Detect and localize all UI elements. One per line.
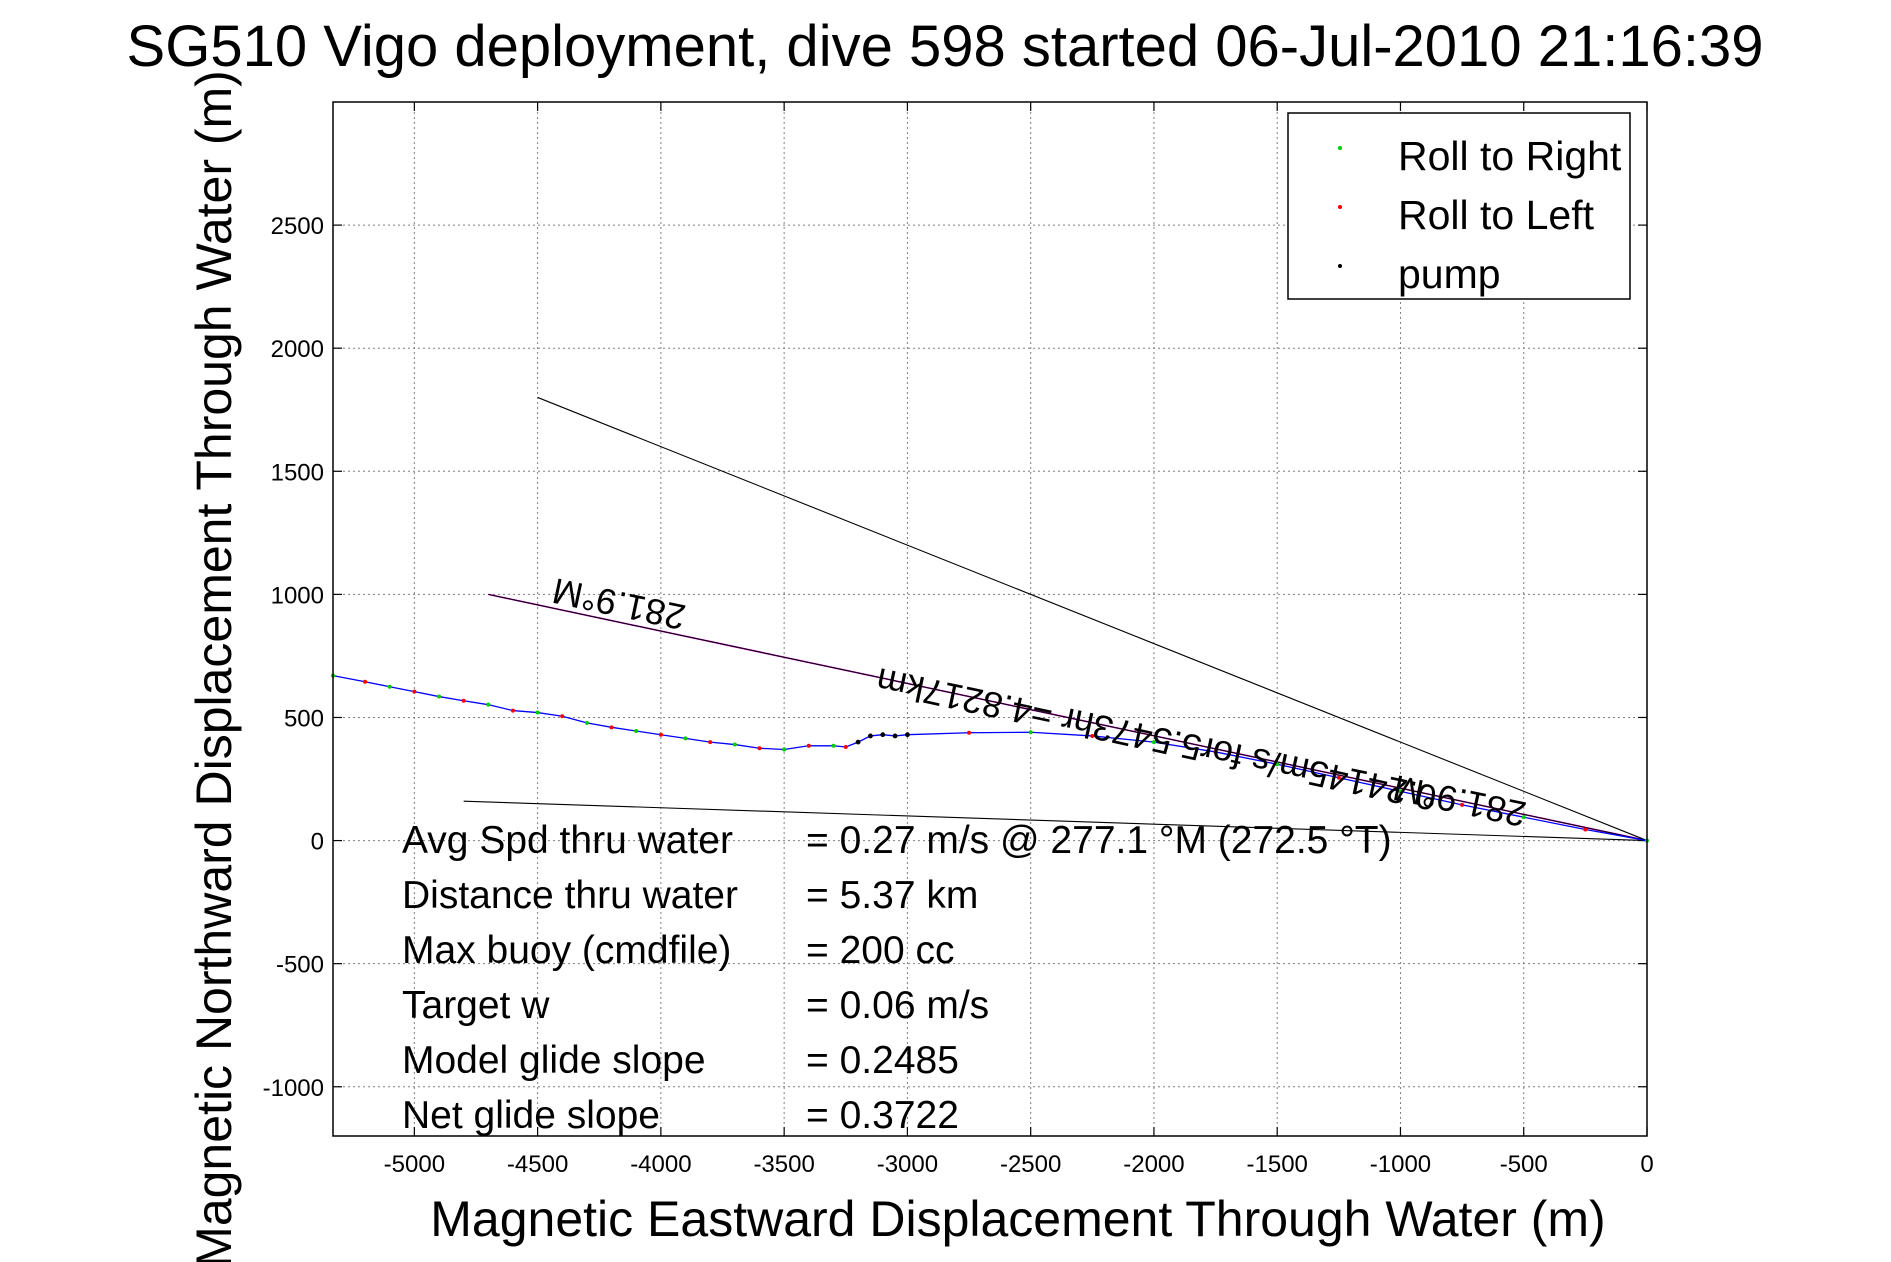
- stat-label: Avg Spd thru water: [402, 819, 733, 862]
- roll-right-point: [1521, 815, 1526, 820]
- roll-right-point: [437, 694, 442, 699]
- roll-left-point: [967, 730, 972, 735]
- roll-left-point: [609, 725, 614, 730]
- pump-point: [868, 733, 873, 739]
- y-axis-label: Magnetic Northward Displacement Through …: [186, 70, 242, 1262]
- roll-right-point: [584, 720, 589, 725]
- roll-right-point: [535, 710, 540, 715]
- roll-left-point: [806, 743, 811, 748]
- legend-label-roll-left: Roll to Left: [1398, 192, 1595, 238]
- x-tick-label: -1500: [1247, 1151, 1308, 1178]
- legend-item-roll-left: Roll to Left: [1338, 192, 1595, 238]
- roll-right-point: [634, 729, 639, 734]
- pump-point: [880, 732, 886, 738]
- pump-point: [905, 732, 910, 738]
- roll-left-point: [1583, 827, 1588, 832]
- legend-box: [1287, 112, 1631, 300]
- plot-frame: [332, 101, 1648, 1137]
- legend: Roll to Right Roll to Left pump: [1287, 112, 1631, 300]
- roll-right-point: [683, 736, 688, 741]
- roll-right-point: [387, 684, 392, 689]
- pump-point: [892, 733, 898, 739]
- roll-left-point: [708, 740, 713, 745]
- x-tick-label: -5000: [384, 1151, 445, 1178]
- roll-left-point: [757, 746, 762, 751]
- y-tick-label: 2000: [271, 336, 324, 363]
- stat-value: = 200 cc: [806, 929, 955, 972]
- x-tick-label: -2000: [1123, 1151, 1184, 1178]
- reference-line: [488, 593, 1648, 842]
- stat-label: Target w: [402, 984, 550, 1027]
- roll-right-point: [732, 742, 737, 747]
- legend-marker-roll-left: [1338, 205, 1342, 209]
- roll-left-point: [1460, 802, 1465, 807]
- y-tick-label: 0: [311, 829, 324, 856]
- stat-label: Distance thru water: [402, 874, 738, 917]
- pump-point: [855, 739, 861, 745]
- y-tick-label: 1000: [271, 582, 324, 609]
- stat-value: = 0.3722: [806, 1094, 959, 1137]
- roll-left-point: [1336, 775, 1341, 780]
- legend-label-roll-right: Roll to Right: [1398, 133, 1622, 179]
- stat-value: = 0.27 m/s @ 277.1 °M (272.5 °T): [806, 819, 1392, 862]
- legend-marker-pump: [1338, 264, 1342, 268]
- y-tick-label: 1500: [271, 459, 324, 486]
- y-tick-label: 500: [284, 705, 324, 732]
- x-tick-label: -4000: [630, 1151, 691, 1178]
- roll-right-point: [831, 743, 836, 748]
- roll-left-point: [843, 745, 848, 750]
- roll-right-point: [782, 747, 787, 752]
- roll-left-point: [1090, 733, 1095, 738]
- legend-item-pump: pump: [1338, 251, 1501, 297]
- x-tick-label: 0: [1640, 1151, 1653, 1178]
- roll-left-point: [412, 689, 417, 694]
- stat-value: = 0.2485: [806, 1039, 959, 1082]
- stat-value: = 0.06 m/s: [806, 984, 989, 1027]
- stat-label: Max buoy (cmdfile): [402, 929, 731, 972]
- x-tick-label: -4500: [507, 1151, 568, 1178]
- x-tick-label: -1000: [1370, 1151, 1431, 1178]
- roll-left-point: [363, 679, 368, 684]
- legend-marker-roll-right: [1338, 146, 1342, 150]
- roll-left-point: [560, 714, 565, 719]
- y-tick-label: 2500: [271, 213, 324, 240]
- stat-label: Model glide slope: [402, 1039, 706, 1082]
- roll-left-point: [461, 698, 466, 703]
- stat-value: = 5.37 km: [806, 874, 978, 917]
- roll-right-point: [1398, 789, 1403, 794]
- legend-label-pump: pump: [1398, 251, 1501, 297]
- x-tick-label: -500: [1500, 1151, 1548, 1178]
- y-tick-label: -1000: [263, 1075, 324, 1102]
- x-tick-label: -2500: [1000, 1151, 1061, 1178]
- chart-title: SG510 Vigo deployment, dive 598 started …: [127, 14, 1764, 79]
- x-axis-label: Magnetic Eastward Displacement Through W…: [430, 1191, 1605, 1247]
- roll-right-point: [1028, 730, 1033, 735]
- reference-line: [537, 396, 1648, 842]
- roll-right-point: [486, 702, 491, 707]
- x-tick-label: -3500: [753, 1151, 814, 1178]
- stat-label: Net glide slope: [402, 1094, 660, 1137]
- roll-left-point: [658, 732, 663, 737]
- legend-item-roll-right: Roll to Right: [1338, 133, 1622, 179]
- reference-line: [463, 800, 1648, 842]
- roll-left-point: [510, 708, 515, 713]
- roll-right-point: [1151, 740, 1156, 745]
- y-tick-label: -500: [276, 952, 324, 979]
- roll-right-point: [1275, 762, 1280, 767]
- x-tick-label: -3000: [877, 1151, 938, 1178]
- roll-left-point: [1213, 749, 1218, 754]
